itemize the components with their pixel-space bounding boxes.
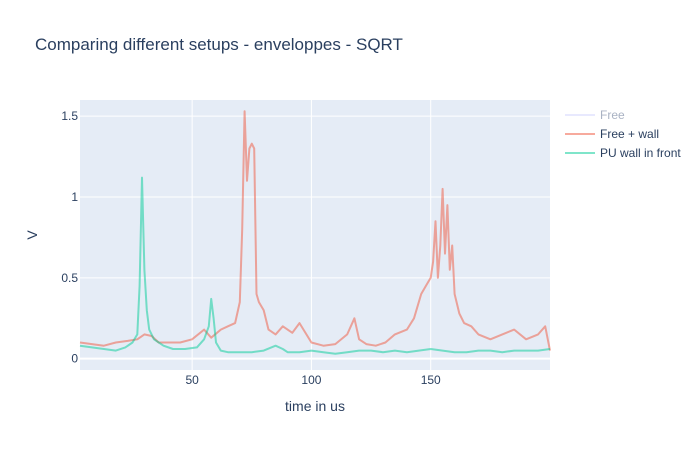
y-tick-label: 1 xyxy=(71,190,78,204)
legend-item-free[interactable]: Free xyxy=(565,108,625,122)
y-axis-title: V xyxy=(24,230,40,240)
x-tick-label: 100 xyxy=(301,373,321,387)
legend-label: Free + wall xyxy=(600,127,659,141)
y-tick-label: 0.5 xyxy=(61,271,78,285)
x-axis-title: time in us xyxy=(285,398,345,414)
x-tick-label: 50 xyxy=(185,373,199,387)
legend-item-pu-wall-in-front[interactable]: PU wall in front xyxy=(565,146,681,160)
x-tick-label: 150 xyxy=(421,373,441,387)
legend-item-free-wall[interactable]: Free + wall xyxy=(565,127,659,141)
y-tick-label: 1.5 xyxy=(61,109,78,123)
x-axis-ticks: 50 100 150 xyxy=(185,373,441,387)
chart-title: Comparing different setups - enveloppes … xyxy=(35,35,403,54)
legend-label: Free xyxy=(600,108,625,122)
legend: Free Free + wall PU wall in front xyxy=(565,108,681,160)
series-line-pu-wall-in-front[interactable] xyxy=(79,176,551,355)
plot-area[interactable] xyxy=(80,100,550,370)
series-line-free-wall[interactable] xyxy=(79,110,551,351)
y-tick-label: 0 xyxy=(71,352,78,366)
legend-label: PU wall in front xyxy=(600,146,681,160)
y-axis-ticks: 0 0.5 1 1.5 xyxy=(61,109,78,366)
grid xyxy=(80,100,550,370)
series-lines xyxy=(79,110,551,355)
